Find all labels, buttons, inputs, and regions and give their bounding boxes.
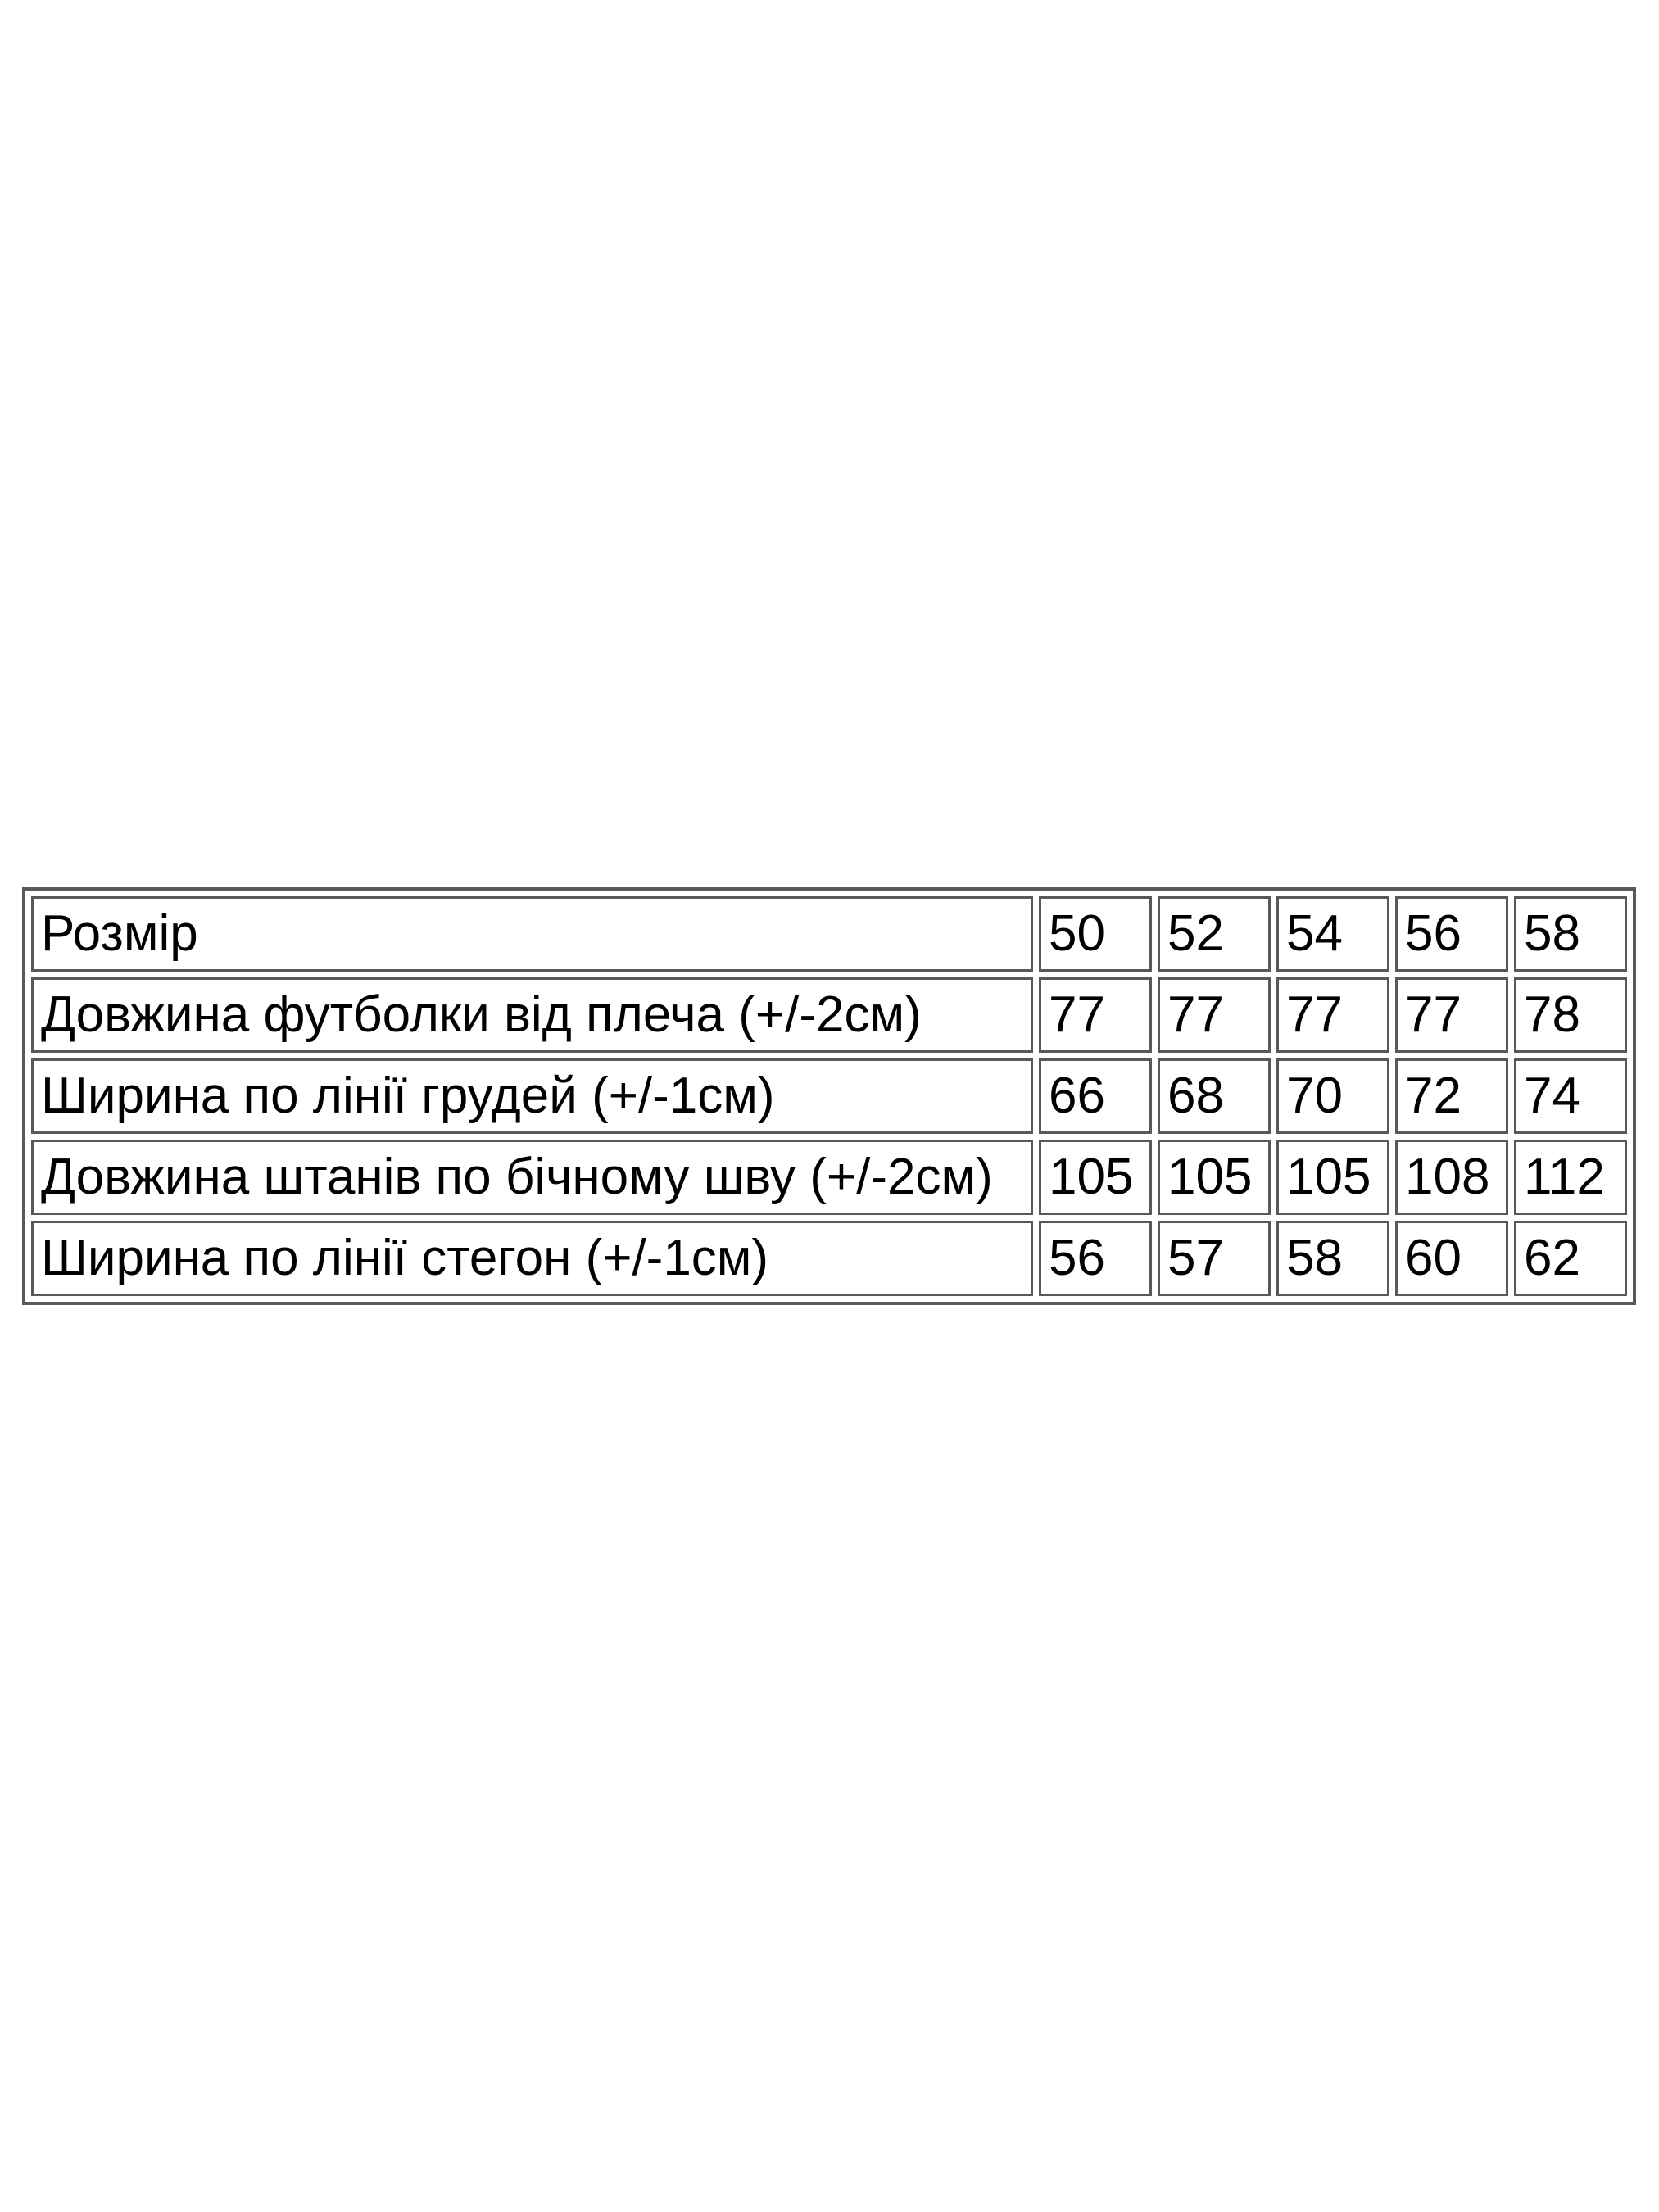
size-value-cell: 58: [1276, 1221, 1389, 1296]
size-value-cell: 72: [1395, 1058, 1508, 1134]
table-row: Довжина штанів по бічному шву (+/-2см) 10…: [31, 1140, 1627, 1215]
row-label: Ширина по лінії грудей (+/-1см): [31, 1058, 1033, 1134]
table-row: Довжина футболки від плеча (+/-2см) 77 77 7…: [31, 977, 1627, 1053]
size-value-cell: 52: [1158, 896, 1271, 972]
row-label: Ширина по лінії стегон (+/-1см): [31, 1221, 1033, 1296]
size-value-cell: 77: [1039, 977, 1152, 1053]
table-row: Ширина по лінії грудей (+/-1см) 66 68 70 72 7…: [31, 1058, 1627, 1134]
size-value-cell: 58: [1514, 896, 1627, 972]
table-row: Ширина по лінії стегон (+/-1см) 56 57 58 60 6…: [31, 1221, 1627, 1296]
size-value-cell: 108: [1395, 1140, 1508, 1215]
size-value-cell: 56: [1039, 1221, 1152, 1296]
size-value-cell: 74: [1514, 1058, 1627, 1134]
size-value-cell: 77: [1276, 977, 1389, 1053]
size-value-cell: 77: [1158, 977, 1271, 1053]
size-chart-container: Розмір 50 52 54 56 58 Довжина футболки від пле…: [22, 887, 1636, 1305]
size-value-cell: 66: [1039, 1058, 1152, 1134]
size-value-cell: 56: [1395, 896, 1508, 972]
table-row: Розмір 50 52 54 56 58: [31, 896, 1627, 972]
size-value-cell: 70: [1276, 1058, 1389, 1134]
size-value-cell: 112: [1514, 1140, 1627, 1215]
row-label: Розмір: [31, 896, 1033, 972]
size-value-cell: 105: [1158, 1140, 1271, 1215]
size-value-cell: 50: [1039, 896, 1152, 972]
size-value-cell: 105: [1276, 1140, 1389, 1215]
size-value-cell: 105: [1039, 1140, 1152, 1215]
size-value-cell: 60: [1395, 1221, 1508, 1296]
size-value-cell: 62: [1514, 1221, 1627, 1296]
row-label: Довжина штанів по бічному шву (+/-2см): [31, 1140, 1033, 1215]
size-value-cell: 77: [1395, 977, 1508, 1053]
size-value-cell: 54: [1276, 896, 1389, 972]
size-chart-body: Розмір 50 52 54 56 58 Довжина футболки від пле…: [31, 896, 1627, 1296]
size-value-cell: 78: [1514, 977, 1627, 1053]
size-chart-table: Розмір 50 52 54 56 58 Довжина футболки від пле…: [22, 887, 1636, 1305]
size-value-cell: 57: [1158, 1221, 1271, 1296]
size-value-cell: 68: [1158, 1058, 1271, 1134]
row-label: Довжина футболки від плеча (+/-2см): [31, 977, 1033, 1053]
